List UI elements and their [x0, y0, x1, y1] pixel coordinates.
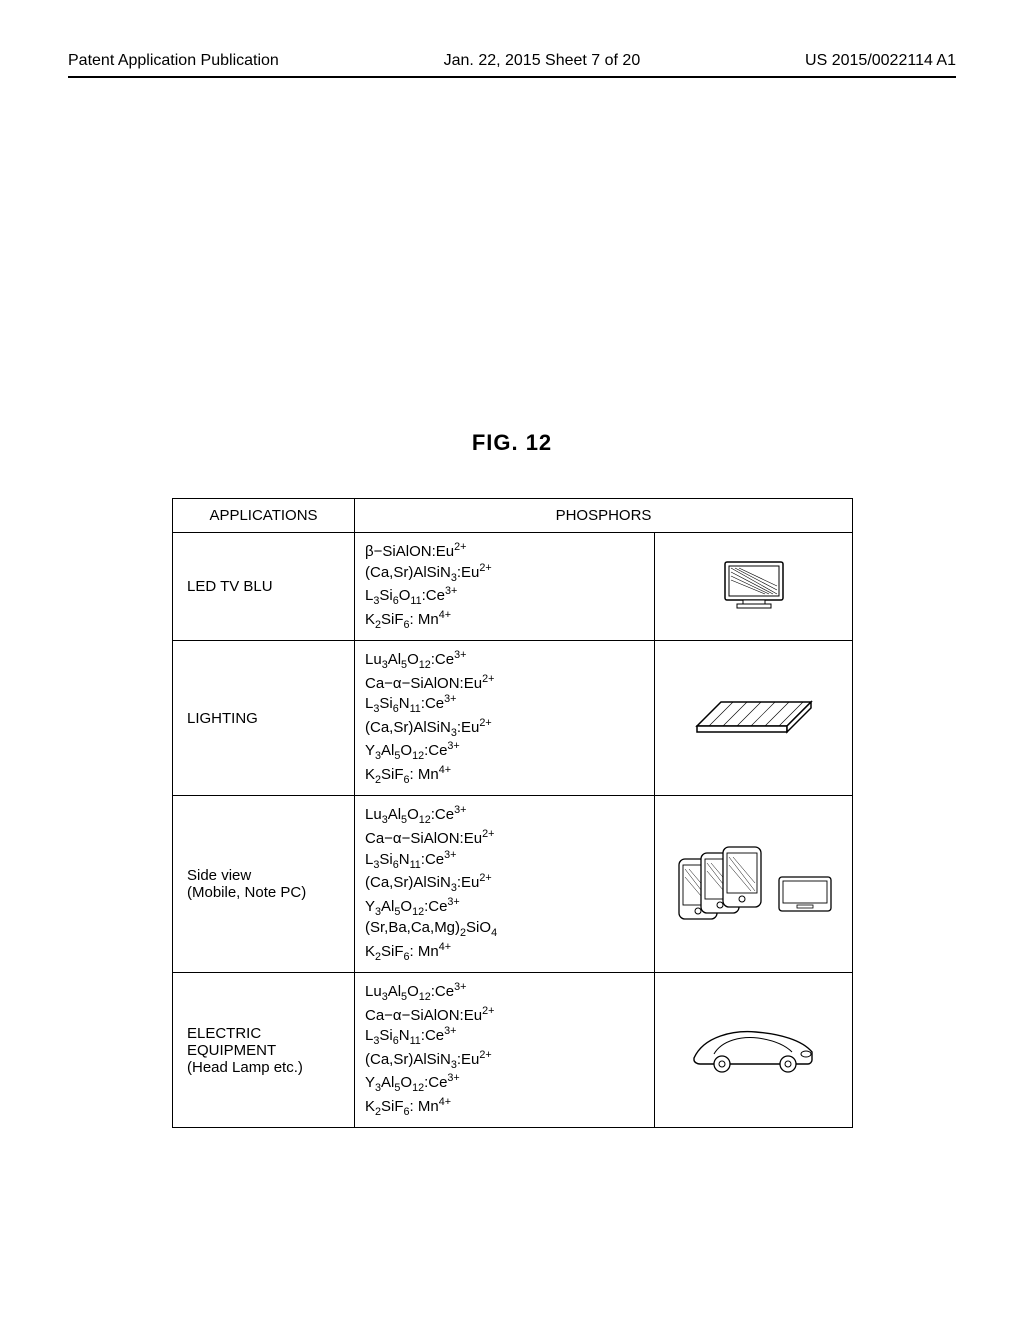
phosphor-table: APPLICATIONS PHOSPHORS LED TV BLU β−SiAlO…: [172, 498, 853, 1128]
header-rule: [68, 76, 956, 78]
phosphor-cell: β−SiAlON:Eu2+(Ca,Sr)AlSiN3:Eu2+L3Si6O11:…: [355, 533, 655, 641]
phosphor-cell: Lu3Al5O12:Ce3+Ca−α−SiAlON:Eu2+L3Si6N11:C…: [355, 641, 655, 796]
phosphor-formula: K2SiF6: Mn4+: [365, 941, 644, 964]
phosphor-formula: Y3Al5O12:Ce3+: [365, 740, 644, 763]
col-header-applications: APPLICATIONS: [173, 499, 355, 533]
table-row: ELECTRIC EQUIPMENT(Head Lamp etc.)Lu3Al5…: [173, 973, 853, 1128]
phosphor-formula: L3Si6N11:Ce3+: [365, 849, 644, 872]
phosphor-formula: L3Si6N11:Ce3+: [365, 1025, 644, 1048]
tv-icon: [719, 558, 789, 612]
app-line: LIGHTING: [187, 710, 258, 727]
phosphor-formula: L3Si6O11:Ce3+: [365, 585, 644, 608]
header-center: Jan. 22, 2015 Sheet 7 of 20: [444, 52, 641, 70]
phosphor-formula: Y3Al5O12:Ce3+: [365, 1072, 644, 1095]
phosphor-formula: K2SiF6: Mn4+: [365, 1096, 644, 1119]
application-cell: ELECTRIC EQUIPMENT(Head Lamp etc.): [173, 973, 355, 1128]
table-row: LED TV BLU β−SiAlON:Eu2+(Ca,Sr)AlSiN3:Eu2…: [173, 533, 853, 641]
header-right: US 2015/0022114 A1: [805, 52, 956, 70]
phosphor-formula: K2SiF6: Mn4+: [365, 764, 644, 787]
phosphor-formula: (Ca,Sr)AlSiN3:Eu2+: [365, 1049, 644, 1072]
app-line: ELECTRIC EQUIPMENT: [187, 1025, 276, 1059]
col-header-phosphors: PHOSPHORS: [355, 499, 853, 533]
phosphor-table-wrap: APPLICATIONS PHOSPHORS LED TV BLU β−SiAlO…: [172, 498, 852, 1128]
phosphor-formula: L3Si6N11:Ce3+: [365, 693, 644, 716]
car-icon: [684, 1018, 824, 1078]
phosphor-formula: Ca−α−SiAlON:Eu2+: [365, 828, 644, 849]
phosphor-formula: Lu3Al5O12:Ce3+: [365, 649, 644, 672]
phones-icon: [669, 839, 839, 925]
device-illustration-cell: [655, 641, 853, 796]
phosphor-formula: Y3Al5O12:Ce3+: [365, 896, 644, 919]
phosphor-formula: Ca−α−SiAlON:Eu2+: [365, 673, 644, 694]
phosphor-formula: Ca−α−SiAlON:Eu2+: [365, 1005, 644, 1026]
table-row: LIGHTING Lu3Al5O12:Ce3+Ca−α−SiAlON:Eu2+L3…: [173, 641, 853, 796]
table-row: Side view(Mobile, Note PC)Lu3Al5O12:Ce3+…: [173, 796, 853, 973]
application-cell: Side view(Mobile, Note PC): [173, 796, 355, 973]
device-illustration-cell: [655, 533, 853, 641]
table-header-row: APPLICATIONS PHOSPHORS: [173, 499, 853, 533]
phosphor-formula: β−SiAlON:Eu2+: [365, 541, 644, 562]
application-cell: LED TV BLU: [173, 533, 355, 641]
header-left: Patent Application Publication: [68, 52, 279, 70]
phosphor-formula: (Ca,Sr)AlSiN3:Eu2+: [365, 562, 644, 585]
phosphor-cell: Lu3Al5O12:Ce3+Ca−α−SiAlON:Eu2+L3Si6N11:C…: [355, 796, 655, 973]
phosphor-formula: Lu3Al5O12:Ce3+: [365, 981, 644, 1004]
app-line: (Mobile, Note PC): [187, 884, 306, 901]
figure-label: FIG. 12: [0, 430, 1024, 456]
app-line: (Head Lamp etc.): [187, 1059, 303, 1076]
panel-icon: [689, 688, 819, 744]
phosphor-cell: Lu3Al5O12:Ce3+Ca−α−SiAlON:Eu2+L3Si6N11:C…: [355, 973, 655, 1128]
device-illustration-cell: [655, 796, 853, 973]
phosphor-formula: Lu3Al5O12:Ce3+: [365, 804, 644, 827]
phosphor-formula: K2SiF6: Mn4+: [365, 609, 644, 632]
phosphor-formula: (Ca,Sr)AlSiN3:Eu2+: [365, 717, 644, 740]
phosphor-formula: (Ca,Sr)AlSiN3:Eu2+: [365, 872, 644, 895]
device-illustration-cell: [655, 973, 853, 1128]
app-line: LED TV BLU: [187, 578, 273, 595]
page-header: Patent Application Publication Jan. 22, …: [0, 52, 1024, 78]
application-cell: LIGHTING: [173, 641, 355, 796]
phosphor-formula: (Sr,Ba,Ca,Mg)2SiO4: [365, 919, 644, 940]
app-line: Side view: [187, 867, 251, 884]
